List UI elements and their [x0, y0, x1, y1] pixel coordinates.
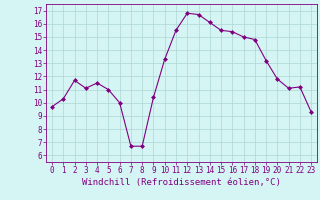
X-axis label: Windchill (Refroidissement éolien,°C): Windchill (Refroidissement éolien,°C) [82, 178, 281, 187]
